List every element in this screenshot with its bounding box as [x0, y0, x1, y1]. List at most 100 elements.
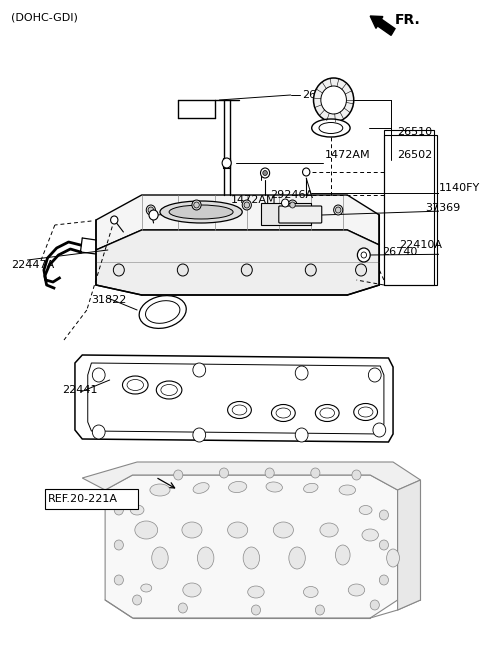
- Text: REF.20-221A: REF.20-221A: [48, 494, 118, 504]
- Ellipse shape: [312, 119, 350, 137]
- Bar: [261, 203, 311, 225]
- Polygon shape: [82, 462, 420, 490]
- Ellipse shape: [135, 521, 157, 539]
- Polygon shape: [75, 355, 393, 442]
- Circle shape: [313, 78, 354, 122]
- Circle shape: [241, 264, 252, 276]
- Text: 22447A: 22447A: [11, 260, 54, 270]
- Text: 26502: 26502: [397, 150, 433, 160]
- Circle shape: [177, 264, 188, 276]
- Ellipse shape: [183, 583, 201, 597]
- Circle shape: [321, 86, 347, 114]
- Ellipse shape: [228, 401, 252, 418]
- Text: 1140FY: 1140FY: [439, 183, 480, 193]
- Circle shape: [379, 510, 388, 520]
- Ellipse shape: [320, 523, 338, 537]
- Ellipse shape: [152, 547, 168, 569]
- Circle shape: [114, 540, 123, 550]
- Circle shape: [148, 207, 154, 213]
- Ellipse shape: [273, 522, 293, 538]
- Circle shape: [178, 603, 187, 613]
- Circle shape: [92, 368, 105, 382]
- Circle shape: [361, 252, 367, 258]
- Circle shape: [336, 207, 341, 213]
- Ellipse shape: [127, 379, 144, 391]
- Ellipse shape: [156, 381, 182, 399]
- FancyBboxPatch shape: [279, 206, 322, 223]
- Ellipse shape: [289, 547, 305, 569]
- Text: 31822: 31822: [91, 295, 127, 305]
- Ellipse shape: [197, 547, 214, 569]
- Ellipse shape: [339, 485, 356, 495]
- Ellipse shape: [387, 549, 399, 567]
- Ellipse shape: [336, 545, 350, 565]
- Ellipse shape: [276, 408, 291, 418]
- Ellipse shape: [243, 547, 260, 569]
- Ellipse shape: [145, 301, 180, 323]
- Text: 26740: 26740: [382, 247, 418, 257]
- Ellipse shape: [303, 586, 318, 598]
- Circle shape: [282, 199, 289, 207]
- Ellipse shape: [348, 584, 365, 596]
- Text: 1472AM: 1472AM: [231, 195, 277, 205]
- Ellipse shape: [160, 201, 242, 223]
- Ellipse shape: [169, 205, 233, 219]
- Text: (DOHC-GDI): (DOHC-GDI): [11, 13, 78, 23]
- Ellipse shape: [272, 405, 295, 422]
- Circle shape: [352, 470, 361, 480]
- Circle shape: [219, 468, 228, 478]
- Ellipse shape: [139, 295, 186, 329]
- Ellipse shape: [354, 403, 377, 420]
- Ellipse shape: [228, 481, 247, 492]
- Ellipse shape: [303, 483, 318, 492]
- FancyBboxPatch shape: [45, 489, 138, 509]
- Circle shape: [263, 171, 267, 176]
- Ellipse shape: [359, 506, 372, 514]
- Text: 26710: 26710: [301, 90, 337, 100]
- Polygon shape: [96, 195, 379, 250]
- Ellipse shape: [122, 376, 148, 394]
- Text: 1472AM: 1472AM: [324, 150, 370, 160]
- Text: FR.: FR.: [395, 13, 420, 27]
- Text: 37369: 37369: [425, 203, 460, 213]
- Ellipse shape: [228, 522, 248, 538]
- Circle shape: [302, 168, 310, 176]
- Circle shape: [252, 605, 261, 615]
- Ellipse shape: [193, 483, 209, 493]
- Polygon shape: [96, 230, 379, 295]
- Ellipse shape: [266, 482, 282, 492]
- Bar: [384, 135, 437, 285]
- Circle shape: [132, 595, 142, 605]
- Circle shape: [356, 264, 367, 276]
- Ellipse shape: [358, 407, 373, 417]
- Circle shape: [242, 200, 252, 210]
- Circle shape: [373, 423, 386, 437]
- Text: 29246A: 29246A: [271, 190, 314, 200]
- Circle shape: [370, 600, 379, 610]
- Polygon shape: [397, 480, 420, 610]
- Ellipse shape: [141, 584, 152, 592]
- Circle shape: [265, 468, 274, 478]
- Ellipse shape: [362, 529, 378, 541]
- Circle shape: [222, 158, 231, 168]
- Circle shape: [379, 540, 388, 550]
- Ellipse shape: [161, 385, 177, 395]
- Bar: [384, 130, 434, 285]
- Circle shape: [305, 264, 316, 276]
- Circle shape: [192, 200, 201, 210]
- Text: 22410A: 22410A: [399, 240, 443, 250]
- Circle shape: [149, 210, 158, 220]
- Circle shape: [114, 575, 123, 585]
- Text: 26510: 26510: [397, 127, 433, 137]
- Circle shape: [379, 575, 388, 585]
- Ellipse shape: [319, 122, 343, 134]
- Circle shape: [193, 428, 205, 442]
- Circle shape: [244, 202, 250, 208]
- Circle shape: [290, 202, 295, 208]
- Circle shape: [193, 363, 205, 377]
- Circle shape: [295, 428, 308, 442]
- Ellipse shape: [232, 405, 247, 415]
- Text: REF.20-221A: REF.20-221A: [48, 495, 118, 505]
- Circle shape: [315, 605, 324, 615]
- Circle shape: [113, 264, 124, 276]
